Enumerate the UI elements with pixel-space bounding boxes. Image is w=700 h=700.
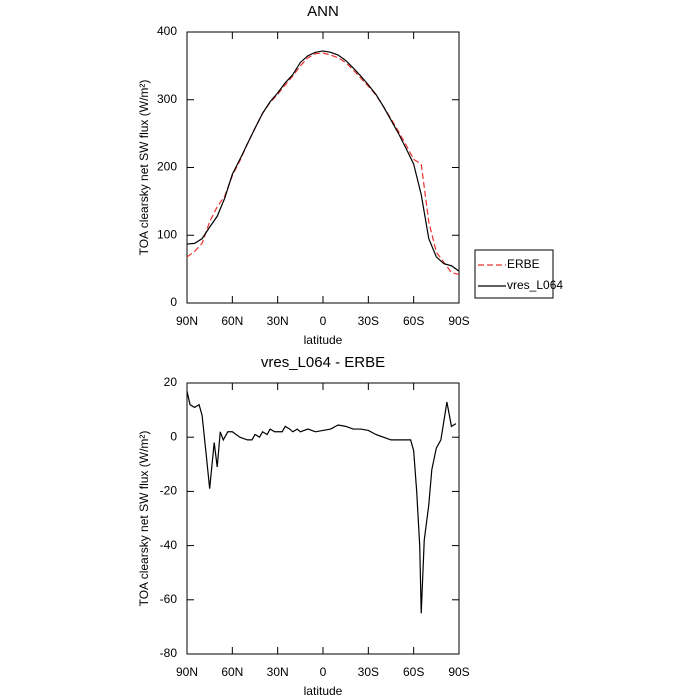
plot-frame (186, 31, 460, 304)
x-tick-label: 60S (403, 665, 424, 679)
x-tick-label: 30S (358, 665, 379, 679)
series-line (186, 390, 457, 614)
x-tick-label: 60N (221, 665, 243, 679)
x-tick-label: 30N (267, 665, 289, 679)
y-tick-label: 0 (170, 429, 177, 443)
chart-title: vres_L064 - ERBE (261, 354, 385, 371)
x-tick-label: 90N (176, 665, 198, 679)
chart-title: ANN (307, 3, 339, 20)
y-tick-label: -20 (160, 484, 178, 498)
y-tick-label: 100 (157, 227, 177, 241)
legend-label: vres_L064 (507, 278, 563, 292)
y-axis-label: TOA clearsky net SW flux (W/m²) (137, 431, 151, 607)
y-tick-label: 0 (170, 295, 177, 309)
legend-label: ERBE (507, 257, 540, 271)
x-tick-label: 60S (403, 314, 424, 328)
x-tick-label: 0 (320, 665, 327, 679)
x-axis-label: latitude (304, 684, 343, 698)
y-tick-label: -60 (160, 592, 178, 606)
y-tick-label: -40 (160, 538, 178, 552)
x-axis-label: latitude (304, 333, 343, 347)
series-line (186, 52, 460, 276)
x-tick-label: 90N (176, 314, 198, 328)
y-tick-label: 200 (157, 160, 177, 174)
x-tick-label: 0 (320, 314, 327, 328)
y-tick-label: 400 (157, 24, 177, 38)
x-tick-label: 60N (221, 314, 243, 328)
legend-box (474, 249, 554, 299)
y-axis-label: TOA clearsky net SW flux (W/m²) (137, 80, 151, 256)
x-tick-label: 30N (267, 314, 289, 328)
x-tick-label: 90S (448, 665, 469, 679)
x-tick-label: 30S (358, 314, 379, 328)
x-tick-label: 90S (448, 314, 469, 328)
series-line (186, 50, 460, 272)
y-tick-label: 300 (157, 92, 177, 106)
y-tick-label: -80 (160, 646, 178, 660)
y-tick-label: 20 (164, 375, 178, 389)
